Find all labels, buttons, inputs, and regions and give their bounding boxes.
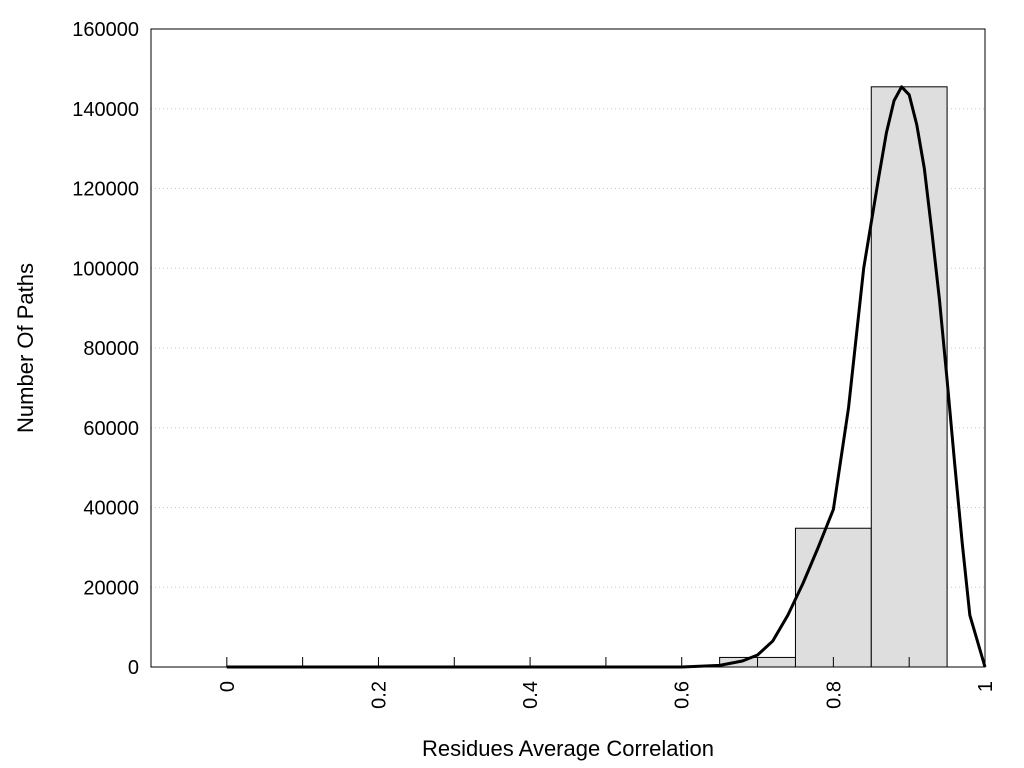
y-tick-label: 120000 xyxy=(72,179,139,201)
histogram-bars xyxy=(226,86,948,668)
y-tick-label: 140000 xyxy=(72,99,139,121)
histogram-bar xyxy=(794,527,872,668)
y-tick-label: 0 xyxy=(128,657,139,679)
x-tick-label: 0.6 xyxy=(672,681,694,709)
x-tick-label: 0 xyxy=(217,681,239,692)
histogram-bar xyxy=(870,86,948,668)
y-tick-label: 40000 xyxy=(83,498,139,520)
plot-frame xyxy=(150,28,986,668)
y-tick-label: 160000 xyxy=(72,19,139,41)
fit-curve-layer xyxy=(226,85,987,669)
x-tick-labels: 0 0.2 0.4 0.6 0.8 1 xyxy=(217,681,997,709)
y-axis-title: Number Of Paths xyxy=(13,263,38,433)
x-axis-title: Residues Average Correlation xyxy=(422,736,714,761)
fit-curve xyxy=(226,85,987,669)
y-tick-label: 100000 xyxy=(72,258,139,280)
grid-lines xyxy=(151,108,985,588)
x-tick-label: 0.2 xyxy=(368,681,390,709)
y-tick-label: 20000 xyxy=(83,577,139,599)
y-tick-label: 80000 xyxy=(83,338,139,360)
x-tick-label: 0.8 xyxy=(823,681,845,709)
y-tick-labels: 0 20000 40000 60000 80000 100000 120000 140000 1… xyxy=(72,19,139,679)
y-tick-label: 60000 xyxy=(83,418,139,440)
x-tick-label: 0.4 xyxy=(520,681,542,709)
x-tick-label: 1 xyxy=(975,681,997,692)
axis-ticks xyxy=(226,657,986,667)
